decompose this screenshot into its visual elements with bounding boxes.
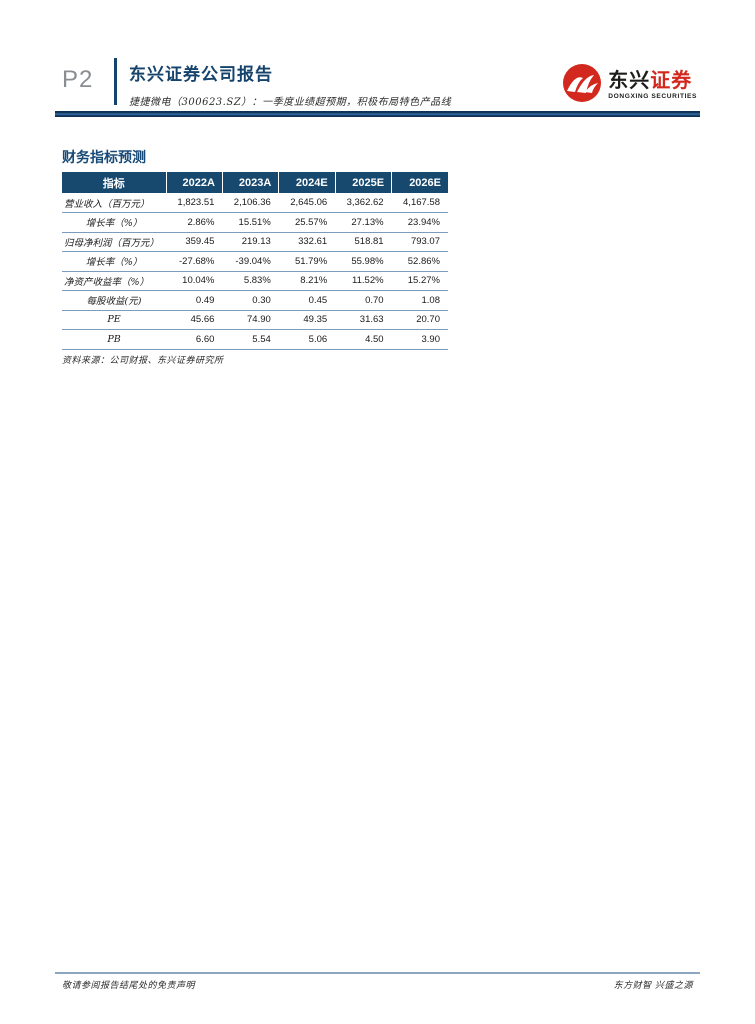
row-value: 5.54: [222, 329, 279, 350]
row-value: 2,106.36: [222, 193, 279, 213]
row-label: 净资产收益率（%）: [62, 271, 166, 291]
row-value: 332.61: [278, 232, 336, 252]
column-header: 2023A: [221, 172, 279, 193]
row-value: 4.50: [335, 329, 392, 350]
table-row: 净资产收益率（%） 10.04% 5.83% 8.21% 11.52% 15.27%: [62, 271, 448, 291]
table-header: 指标 2022A 2023A 2024E 2025E 2026E: [62, 172, 448, 193]
report-subtitle: 捷捷微电（300623.SZ）：一季度业绩超预期，积极布局特色产品线: [129, 97, 452, 108]
dongxing-logo-icon: [561, 62, 603, 109]
header-rule: [55, 111, 700, 117]
row-value: 4,167.58: [391, 193, 448, 213]
report-type-title: 东兴证券公司报告: [129, 65, 273, 84]
row-value: 5.83%: [222, 271, 279, 291]
row-value: 518.81: [335, 232, 392, 252]
table-row: 营业收入（百万元） 1,823.51 2,106.36 2,645.06 3,362.6…: [62, 193, 448, 213]
row-label: 增长率（%）: [62, 251, 166, 272]
row-value: -27.68%: [166, 251, 223, 272]
table-row: PE 45.66 74.90 49.35 31.63 20.70: [62, 310, 448, 330]
row-value: 0.45: [278, 290, 336, 311]
logo-text: 东兴证券 DONGXING SECURITIES: [608, 71, 697, 101]
row-label: PB: [62, 329, 166, 350]
column-header: 2025E: [334, 172, 392, 193]
row-value: 11.52%: [335, 271, 392, 291]
column-header: 2024E: [278, 172, 336, 193]
title-divider: [114, 58, 117, 105]
row-value: 2,645.06: [278, 193, 336, 213]
table-row: 归母净利润（百万元） 359.45 219.13 332.61 518.81 793.07: [62, 232, 448, 252]
column-header: 2026E: [391, 172, 448, 193]
row-value: 74.90: [222, 310, 279, 330]
row-value: 51.79%: [278, 251, 336, 272]
row-value: 0.49: [166, 290, 223, 311]
footer-slogan: 东方财智 兴盛之源: [613, 981, 693, 991]
column-header: 2022A: [165, 172, 223, 193]
row-value: 20.70: [391, 310, 448, 330]
logo-en: DONGXING SECURITIES: [608, 92, 697, 100]
footer-disclaimer: 敬请参阅报告结尾处的免责声明: [62, 981, 196, 991]
row-value: 8.21%: [278, 271, 336, 291]
row-value: 0.30: [222, 290, 279, 311]
company-logo: 东兴证券 DONGXING SECURITIES: [561, 58, 697, 109]
row-value: 359.45: [166, 232, 223, 252]
row-value: 23.94%: [391, 212, 448, 233]
financial-forecast-table: 指标 2022A 2023A 2024E 2025E 2026E 营业收入（百万元） 1,8…: [62, 172, 448, 350]
row-value: 25.57%: [278, 212, 336, 233]
row-value: 0.70: [335, 290, 392, 311]
row-value: 793.07: [391, 232, 448, 252]
column-header: 指标: [62, 172, 166, 193]
row-value: 49.35: [278, 310, 336, 330]
section-title: 财务指标预测: [62, 149, 146, 165]
logo-cn: 东兴证券: [608, 69, 693, 92]
page-header: P2 东兴证券公司报告 捷捷微电（300623.SZ）：一季度业绩超预期，积极布…: [62, 58, 697, 109]
row-value: 2.86%: [166, 212, 223, 233]
row-value: 55.98%: [335, 251, 392, 272]
row-value: 219.13: [222, 232, 279, 252]
row-value: 3,362.62: [335, 193, 392, 213]
table-row: 每股收益(元) 0.49 0.30 0.45 0.70 1.08: [62, 290, 448, 311]
table-row: 增长率（%） 2.86% 15.51% 25.57% 27.13% 23.94%: [62, 212, 448, 233]
table-header-row: 指标 2022A 2023A 2024E 2025E 2026E: [62, 172, 448, 193]
row-label: PE: [62, 310, 166, 330]
row-value: 31.63: [335, 310, 392, 330]
row-value: 5.06: [278, 329, 336, 350]
row-value: 15.27%: [391, 271, 448, 291]
row-value: 10.04%: [166, 271, 223, 291]
title-block: 东兴证券公司报告 捷捷微电（300623.SZ）：一季度业绩超预期，积极布局特色…: [129, 58, 561, 108]
source-note: 资料来源：公司财报、东兴证券研究所: [62, 356, 224, 366]
row-value: 52.86%: [391, 251, 448, 272]
row-label: 每股收益(元): [62, 290, 166, 311]
table-row: 增长率（%） -27.68% -39.04% 51.79% 55.98% 52.86%: [62, 251, 448, 272]
row-value: 6.60: [166, 329, 223, 350]
table-row: PB 6.60 5.54 5.06 4.50 3.90: [62, 329, 448, 350]
row-value: 15.51%: [222, 212, 279, 233]
row-value: 27.13%: [335, 212, 392, 233]
row-value: 3.90: [391, 329, 448, 350]
row-label: 营业收入（百万元）: [62, 193, 166, 213]
row-value: 1,823.51: [166, 193, 223, 213]
footer-rule: [55, 972, 700, 974]
row-value: 1.08: [391, 290, 448, 311]
row-value: 45.66: [166, 310, 223, 330]
page-number: P2: [62, 66, 94, 93]
row-label: 归母净利润（百万元）: [62, 232, 166, 252]
row-value: -39.04%: [222, 251, 279, 272]
row-label: 增长率（%）: [62, 212, 166, 233]
